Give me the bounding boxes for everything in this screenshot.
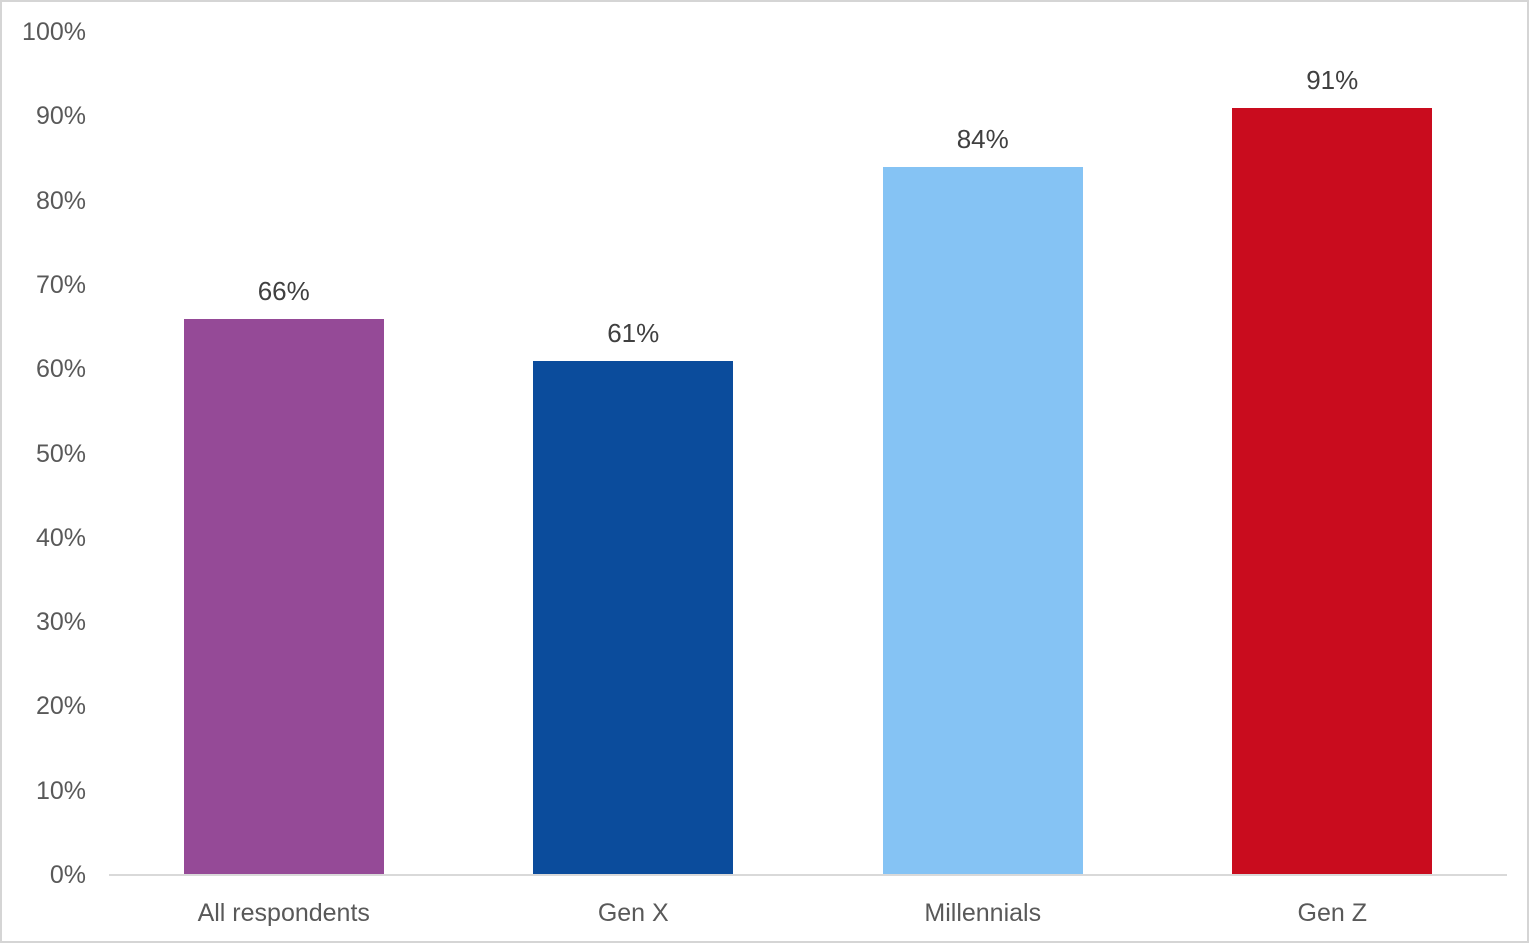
- y-axis-tick-label: 30%: [35, 608, 86, 637]
- data-label: 91%: [1306, 64, 1359, 95]
- x-axis-category-label: All respondents: [197, 899, 370, 927]
- y-axis-tick-label: 0%: [49, 861, 86, 889]
- bar-millennials: [882, 166, 1083, 875]
- y-axis-tick-label: 100%: [22, 18, 86, 46]
- x-axis-category-label: Millennials: [924, 899, 1042, 927]
- y-axis-tick-label: 20%: [35, 692, 86, 721]
- data-label: 66%: [257, 275, 310, 306]
- x-axis-line: [109, 874, 1507, 876]
- y-axis-tick-label: 80%: [35, 186, 86, 215]
- y-axis-tick-label: 90%: [35, 102, 86, 131]
- bar-gen-z: [1232, 107, 1433, 875]
- y-axis-tick-label: 40%: [35, 523, 86, 552]
- y-axis-tick-label: 70%: [35, 270, 86, 299]
- data-label: 84%: [956, 123, 1009, 154]
- y-axis-tick-label: 10%: [35, 776, 86, 805]
- bar-all-respondents: [183, 318, 384, 875]
- y-axis-tick-label: 50%: [35, 439, 86, 468]
- data-label: 61%: [607, 317, 660, 348]
- x-axis-category-label: Gen Z: [1297, 899, 1367, 927]
- y-axis-tick-label: 60%: [35, 355, 86, 384]
- x-axis-category-label: Gen X: [597, 899, 669, 927]
- bar-gen-x: [533, 360, 734, 875]
